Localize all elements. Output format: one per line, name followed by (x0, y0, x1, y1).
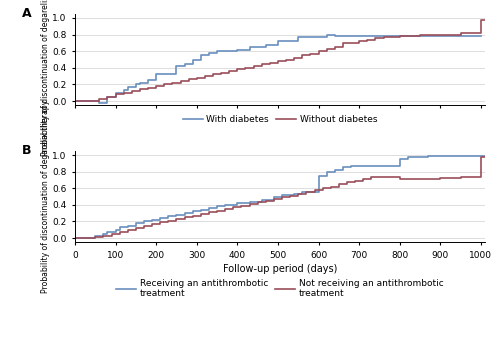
Y-axis label: Probability of discontinuation of degarelix therapy: Probability of discontinuation of degare… (40, 100, 50, 293)
Legend: With diabetes, Without diabetes: With diabetes, Without diabetes (179, 112, 381, 128)
Legend: Receiving an antithrombotic
treatment, Not receiving an antithrombotic
treatment: Receiving an antithrombotic treatment, N… (112, 275, 448, 302)
Text: B: B (22, 144, 31, 156)
Y-axis label: Probability of discontinuation of degarelix therapy: Probability of discontinuation of degare… (40, 0, 50, 156)
Text: A: A (22, 7, 32, 19)
X-axis label: Follow-up period (days): Follow-up period (days) (223, 264, 337, 274)
